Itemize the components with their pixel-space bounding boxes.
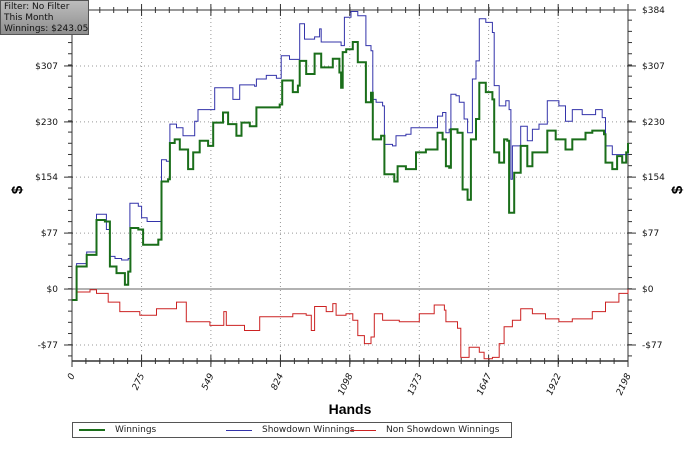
y-tick-label-left: $307 [35, 62, 58, 72]
y-tick-label-left: $230 [35, 118, 58, 128]
series-lines [72, 11, 629, 360]
y-tick-label-right: $0 [642, 285, 654, 295]
period-label: This Month [4, 13, 54, 23]
legend-swatch [350, 429, 376, 431]
y-tick-label-right: $154 [642, 173, 665, 183]
legend-item-winnings: Winnings [79, 425, 156, 435]
x-tick-label: 824 [270, 372, 286, 392]
legend-item-non-showdown: Non Showdown Winnings [350, 425, 499, 435]
y-axis-title-right: $ [669, 185, 686, 194]
grid [72, 9, 628, 361]
y-tick-label-left: $0 [47, 285, 59, 295]
x-tick-label: 1647 [476, 372, 495, 397]
legend-swatch [79, 429, 105, 431]
x-tick-label: 2198 [615, 372, 634, 397]
y-axis-title-left: $ [9, 185, 26, 194]
info-box: Filter: No Filter This Month Winnings: $… [0, 0, 89, 35]
filter-label: Filter: No Filter [4, 2, 70, 12]
y-tick-label-right: $230 [642, 118, 665, 128]
x-tick-label: 1373 [406, 372, 425, 397]
legend-item-showdown: Showdown Winnings [226, 425, 355, 435]
x-tick-label: 275 [131, 372, 147, 392]
legend-label: Winnings [115, 425, 157, 435]
axes: $384 $307 $307 $230 $230 $154 $154 $77 $77 $0 $0 -$… [35, 4, 665, 397]
y-tick-label-right: $307 [642, 62, 665, 72]
x-tick-label: 1922 [545, 372, 564, 397]
legend-label: Showdown Winnings [262, 425, 355, 435]
winnings-label: Winnings: $243.05 [4, 24, 89, 34]
legend: Winnings Showdown Winnings Non Showdown … [72, 422, 512, 438]
legend-label: Non Showdown Winnings [386, 425, 500, 435]
legend-swatch [226, 429, 252, 431]
series-line-non-showdown-winnings [72, 289, 629, 360]
y-tick-label-left: -$77 [38, 341, 58, 351]
y-tick-label-left: $154 [35, 173, 58, 183]
y-tick-label-right: -$77 [642, 341, 662, 351]
y-tick-label-right: $77 [642, 229, 659, 239]
y-tick-label-left: $77 [41, 229, 58, 239]
x-tick-label: 549 [200, 372, 216, 392]
x-tick-label: 1098 [337, 372, 356, 397]
series-line-winnings [72, 41, 629, 301]
y-tick-label-right: $384 [642, 6, 665, 16]
x-axis-title: Hands [329, 401, 372, 417]
x-tick-label: 0 [66, 372, 78, 382]
